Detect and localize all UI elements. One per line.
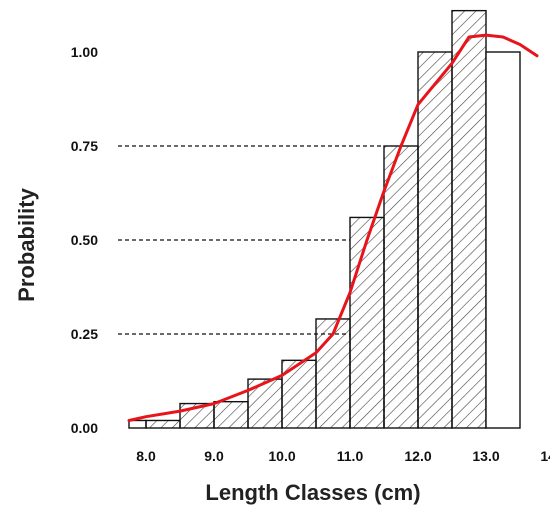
bars-layer xyxy=(128,9,521,429)
x-tick-label: 12.0 xyxy=(404,448,431,464)
bar-8 xyxy=(383,145,419,429)
x-tick-label: 8.0 xyxy=(136,448,156,464)
y-tick-label: 0.50 xyxy=(71,232,98,248)
x-axis-title: Length Classes (cm) xyxy=(205,480,420,505)
x-tick-label: 10.0 xyxy=(268,448,295,464)
curve-layer xyxy=(127,33,539,422)
bar-0 xyxy=(128,419,147,429)
y-tick-label: 0.25 xyxy=(71,326,98,342)
bar-6 xyxy=(315,318,351,429)
y-tick-label: 1.00 xyxy=(71,44,98,60)
bar-10 xyxy=(451,9,487,429)
x-tick-label: 14.0 xyxy=(540,448,550,464)
y-tick-labels: 0.00 0.25 0.50 0.75 1.00 xyxy=(71,44,98,436)
y-tick-label: 0.75 xyxy=(71,138,98,154)
probability-curve xyxy=(127,33,539,422)
x-tick-label: 13.0 xyxy=(472,448,499,464)
bar-3 xyxy=(213,400,249,429)
y-axis-title: Probability xyxy=(14,187,39,301)
x-tick-labels: 8.0 9.0 10.0 11.0 12.0 13.0 14.0 xyxy=(136,448,550,464)
bar-11 xyxy=(485,51,521,429)
x-tick-label: 11.0 xyxy=(337,448,364,464)
y-tick-label: 0.00 xyxy=(71,420,98,436)
bar-7 xyxy=(349,216,385,429)
reference-lines-layer xyxy=(118,145,419,428)
bar-1 xyxy=(145,419,181,429)
x-tick-label: 9.0 xyxy=(204,448,224,464)
bar-9 xyxy=(417,51,453,429)
bar-4 xyxy=(247,378,283,429)
